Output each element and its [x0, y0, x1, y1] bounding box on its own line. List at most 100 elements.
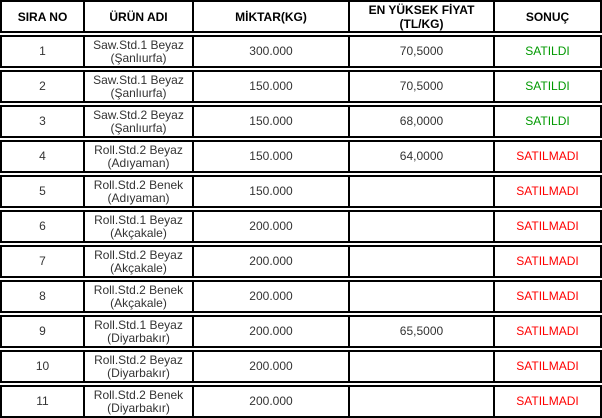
cell-sira-no: 5 [39, 184, 46, 198]
cell-sonuc: SATILMADI [493, 387, 600, 416]
header-cell-fiyat: EN YÜKSEK FİYAT (TL/KG) [348, 2, 493, 31]
table-row: 10 Roll.Std.2 Beyaz (Diyarbakır) 200.000… [0, 350, 602, 383]
cell-miktar: 200.000 [192, 387, 348, 416]
table-row: 2 Saw.Std.1 Beyaz (Şanlıurfa) 150.000 70… [0, 70, 602, 103]
status-text: SATILMADI [516, 394, 579, 408]
cell-urun-adi: Roll.Std.2 Beyaz (Adıyaman) [83, 142, 192, 171]
product-origin: (Şanlıurfa) [110, 85, 167, 100]
cell-sonuc: SATILMADI [493, 212, 600, 241]
cell-fiyat: 68,0000 [348, 107, 493, 136]
product-origin: (Adıyaman) [107, 155, 170, 170]
cell-urun-adi: Roll.Std.2 Benek (Diyarbakır) [83, 387, 192, 416]
product-origin: (Adıyaman) [107, 190, 170, 205]
cell-urun-adi: Roll.Std.1 Beyaz (Diyarbakır) [83, 317, 192, 346]
cell-sonuc: SATILDI [493, 107, 600, 136]
table-row: 11 Roll.Std.2 Benek (Diyarbakır) 200.000… [0, 385, 602, 418]
cell-urun-adi: Roll.Std.2 Benek (Adıyaman) [83, 177, 192, 206]
status-text: SATILMADI [516, 254, 579, 268]
product-name: Roll.Std.2 Beyaz [94, 352, 183, 367]
product-name: Saw.Std.1 Beyaz [93, 37, 184, 52]
status-text: SATILDI [525, 114, 570, 128]
cell-sonuc: SATILDI [493, 37, 600, 66]
product-name: Saw.Std.1 Beyaz [93, 72, 184, 87]
product-name: Roll.Std.2 Benek [93, 282, 184, 297]
cell-sira-no: 6 [39, 219, 46, 233]
cell-sira-no: 9 [39, 324, 46, 338]
status-text: SATILMADI [516, 219, 579, 233]
cell-urun-adi: Roll.Std.1 Beyaz (Akçakale) [83, 212, 192, 241]
cell-sira-no: 7 [39, 254, 46, 268]
cell-fiyat [348, 212, 493, 241]
cell-sira-no: 4 [39, 149, 46, 163]
table-row: 4 Roll.Std.2 Beyaz (Adıyaman) 150.000 64… [0, 140, 602, 173]
header-cell-miktar: MİKTAR(KG) [192, 2, 348, 31]
status-text: SATILMADI [516, 184, 579, 198]
cell-sonuc: SATILMADI [493, 352, 600, 381]
status-text: SATILMADI [516, 359, 579, 373]
cell-sira-no: 3 [39, 114, 46, 128]
product-origin: (Diyarbakır) [107, 330, 170, 345]
header-cell-sira-no: SIRA NO [17, 9, 68, 24]
cell-sira-no: 1 [39, 44, 46, 58]
table-row: 7 Roll.Std.2 Beyaz (Akçakale) 200.000 SA… [0, 245, 602, 278]
table-row: 5 Roll.Std.2 Benek (Adıyaman) 150.000 SA… [0, 175, 602, 208]
cell-urun-adi: Roll.Std.2 Benek (Akçakale) [83, 282, 192, 311]
status-text: SATILDI [525, 79, 570, 93]
cell-sira-no: 8 [39, 289, 46, 303]
product-name: Roll.Std.1 Beyaz [94, 317, 183, 332]
product-name: Roll.Std.2 Benek [93, 387, 184, 402]
status-text: SATILMADI [516, 324, 579, 338]
cell-sira-no: 2 [39, 79, 46, 93]
cell-miktar: 200.000 [192, 212, 348, 241]
cell-miktar: 150.000 [192, 142, 348, 171]
header-cell-sonuc: SONUÇ [493, 2, 600, 31]
cell-fiyat: 70,5000 [348, 72, 493, 101]
cell-miktar: 200.000 [192, 282, 348, 311]
cell-fiyat [348, 177, 493, 206]
cell-sonuc: SATILMADI [493, 317, 600, 346]
cell-sonuc: SATILMADI [493, 247, 600, 276]
product-name: Roll.Std.2 Beyaz [94, 142, 183, 157]
table-body: 1 Saw.Std.1 Beyaz (Şanlıurfa) 300.000 70… [0, 35, 602, 418]
cell-miktar: 200.000 [192, 247, 348, 276]
header-fiyat-line2: (TL/KG) [399, 16, 444, 31]
cell-sonuc: SATILMADI [493, 177, 600, 206]
cell-urun-adi: Roll.Std.2 Beyaz (Akçakale) [83, 247, 192, 276]
cell-sira-no: 11 [36, 394, 49, 408]
product-origin: (Akçakale) [110, 295, 167, 310]
product-origin: (Diyarbakır) [107, 365, 170, 380]
cell-miktar: 150.000 [192, 177, 348, 206]
product-origin: (Şanlıurfa) [110, 50, 167, 65]
cell-fiyat [348, 282, 493, 311]
header-row: SIRA NO ÜRÜN ADI MİKTAR(KG) EN YÜKSEK Fİ… [0, 0, 602, 33]
table-row: 6 Roll.Std.1 Beyaz (Akçakale) 200.000 SA… [0, 210, 602, 243]
cell-sira-no: 10 [35, 359, 50, 373]
cell-fiyat [348, 247, 493, 276]
cell-sonuc: SATILMADI [493, 142, 600, 171]
status-text: SATILMADI [516, 289, 579, 303]
cell-miktar: 150.000 [192, 72, 348, 101]
cell-miktar: 200.000 [192, 317, 348, 346]
cell-miktar: 300.000 [192, 37, 348, 66]
header-fiyat-line1: EN YÜKSEK FİYAT [368, 2, 475, 17]
cell-urun-adi: Saw.Std.2 Beyaz (Şanlıurfa) [83, 107, 192, 136]
cell-urun-adi: Saw.Std.1 Beyaz (Şanlıurfa) [83, 37, 192, 66]
cell-miktar: 200.000 [192, 352, 348, 381]
cell-sonuc: SATILMADI [493, 282, 600, 311]
table-row: 9 Roll.Std.1 Beyaz (Diyarbakır) 200.000 … [0, 315, 602, 348]
cell-urun-adi: Saw.Std.1 Beyaz (Şanlıurfa) [83, 72, 192, 101]
table-row: 8 Roll.Std.2 Benek (Akçakale) 200.000 SA… [0, 280, 602, 313]
status-text: SATILDI [525, 44, 570, 58]
table-row: 3 Saw.Std.2 Beyaz (Şanlıurfa) 150.000 68… [0, 105, 602, 138]
product-origin: (Akçakale) [110, 260, 167, 275]
product-name: Roll.Std.1 Beyaz [94, 212, 183, 227]
cell-fiyat: 70,5000 [348, 37, 493, 66]
cell-fiyat [348, 352, 493, 381]
product-name: Saw.Std.2 Beyaz [93, 107, 184, 122]
header-cell-urun-adi: ÜRÜN ADI [83, 2, 192, 31]
cell-miktar: 150.000 [192, 107, 348, 136]
table-row: 1 Saw.Std.1 Beyaz (Şanlıurfa) 300.000 70… [0, 35, 602, 68]
cell-fiyat [348, 387, 493, 416]
product-origin: (Şanlıurfa) [110, 120, 167, 135]
